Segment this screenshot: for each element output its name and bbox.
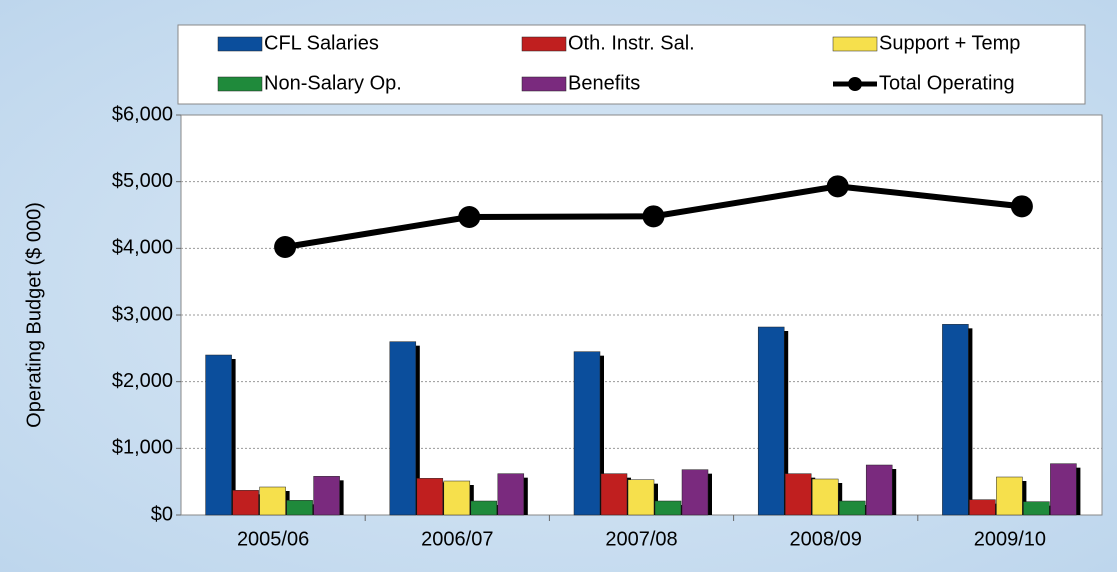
bar [1023,501,1050,516]
y-tick-label: $3,000 [112,303,173,325]
bar [232,490,259,516]
line-marker [1010,195,1033,218]
bar [969,499,996,516]
bar [443,480,471,516]
legend-swatch [832,36,878,52]
x-tick-label: 2007/08 [605,528,677,550]
bar [470,500,498,516]
bar [497,473,525,516]
bar [573,351,601,516]
bar [313,476,340,516]
legend-marker [848,77,862,91]
line-marker [826,175,849,198]
bar [811,478,839,516]
bar [996,476,1023,516]
bar [838,500,866,516]
bar [681,469,709,516]
legend-label: CFL Salaries [264,32,379,54]
legend-box [177,24,1086,105]
bar [416,478,444,516]
y-tick-label: $2,000 [112,370,173,392]
y-tick-label: $4,000 [112,237,173,259]
y-tick-label: $0 [151,503,173,525]
bar [865,464,893,516]
bar [600,473,628,516]
legend-label: Benefits [568,72,640,94]
legend-swatch [217,76,263,92]
line-marker [458,206,481,228]
bar [757,326,785,516]
bar [942,324,969,516]
legend-label: Support + Temp [879,32,1020,54]
bar [259,486,286,516]
bar [286,500,313,516]
x-tick-label: 2006/07 [421,528,493,550]
legend-swatch [217,36,263,52]
y-tick-label: $1,000 [112,437,173,459]
legend-label: Non-Salary Op. [264,72,402,94]
x-tick-label: 2005/06 [237,528,309,550]
legend-swatch [521,76,567,92]
legend-label: Oth. Instr. Sal. [568,32,695,54]
y-tick-label: $6,000 [112,103,173,125]
line-marker [642,205,665,228]
legend-label: Total Operating [879,72,1015,94]
bar [784,473,812,516]
x-tick-label: 2009/10 [974,528,1046,550]
bar [1050,463,1077,516]
legend-swatch [521,36,567,52]
bar [654,500,682,516]
line-marker [274,236,297,258]
bar [389,341,417,516]
x-tick-label: 2008/09 [790,528,862,550]
y-axis-label: Operating Budget ($ 000) [23,202,45,428]
bar [205,354,232,516]
bar [627,479,655,516]
y-tick-label: $5,000 [112,170,173,192]
